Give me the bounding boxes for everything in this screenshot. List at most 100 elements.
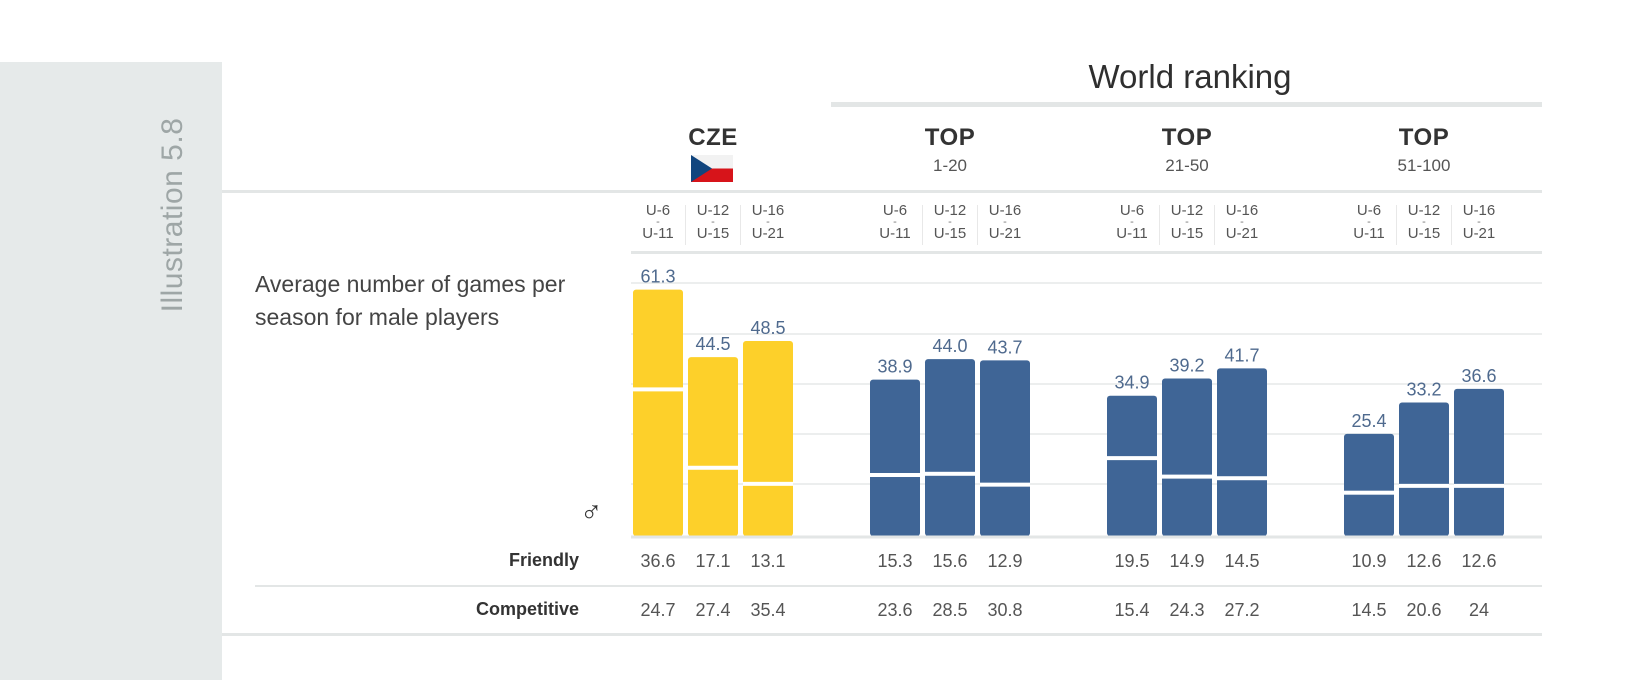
age-separator [1396, 205, 1397, 245]
table-cell-competitive: 28.5 [932, 600, 968, 620]
group-header-top-51-100: TOP 51-100 [1334, 124, 1514, 176]
male-icon: ♂ [580, 496, 603, 529]
bar-total [1107, 395, 1157, 536]
age-separator [740, 205, 741, 245]
age-bottom: U-15 [1170, 225, 1204, 242]
age-category-label: U-16- U-21 [978, 203, 1032, 242]
bar-segment-divider [688, 465, 738, 470]
bar-total [688, 357, 738, 536]
bar-segment-divider [1344, 490, 1394, 495]
group-subtitle: 51-100 [1397, 156, 1451, 175]
age-separator [1451, 205, 1452, 245]
age-bottom: U-21 [1225, 225, 1259, 242]
bar-total-label: 39.2 [1169, 355, 1204, 375]
table-cell-friendly: 12.6 [1406, 551, 1442, 571]
age-top: U-6 [645, 202, 671, 219]
bar-total-label: 61.3 [640, 267, 675, 287]
group-subtitle: 1-20 [932, 156, 968, 175]
bar-segment-divider [980, 482, 1030, 487]
bar-segment-divider [1399, 483, 1449, 488]
table-cell-friendly: 12.9 [987, 551, 1023, 571]
group-header-cze: CZE [623, 124, 803, 152]
age-divider [631, 251, 1542, 254]
age-separator [1159, 205, 1160, 245]
bar-segment-divider [870, 473, 920, 478]
group-header-top-21-50: TOP 21-50 [1097, 124, 1277, 176]
y-axis-label: Average number of games per season for m… [255, 271, 566, 330]
age-top: U-12 [1407, 202, 1441, 219]
table-cell-friendly: 10.9 [1351, 551, 1387, 571]
table-cell-friendly: 14.9 [1169, 551, 1205, 571]
bar-total [925, 359, 975, 536]
bar-total-label: 44.0 [932, 336, 967, 356]
table-cell-friendly: 36.6 [640, 551, 676, 571]
bar-total-label: 43.7 [987, 337, 1022, 357]
age-category-label: U-12- U-15 [1397, 203, 1451, 242]
table-cell-friendly: 13.1 [750, 551, 786, 571]
group-title: CZE [688, 124, 738, 151]
age-bottom: U-21 [988, 225, 1022, 242]
header-divider [222, 190, 1542, 193]
age-bottom: U-11 [642, 225, 674, 242]
table-cell-friendly: 14.5 [1224, 551, 1260, 571]
bar-total [870, 379, 920, 536]
age-dash: - [948, 216, 952, 228]
bar-total-label: 33.2 [1406, 380, 1441, 400]
bar-total-label: 48.5 [750, 318, 785, 338]
age-bottom: U-15 [696, 225, 730, 242]
age-dash: - [1367, 216, 1371, 228]
group-title: TOP [1161, 124, 1213, 151]
group-title: TOP [924, 124, 976, 151]
bar-total-label: 41.7 [1224, 345, 1259, 365]
table-cell-competitive: 24 [1468, 600, 1490, 620]
age-dash: - [656, 216, 660, 228]
age-category-label: U-12- U-15 [686, 203, 740, 242]
side-panel [0, 62, 222, 680]
age-dash: - [711, 216, 715, 228]
age-top: U-12 [696, 202, 730, 219]
age-dash: - [1477, 216, 1481, 228]
age-top: U-6 [882, 202, 908, 219]
row-label-competitive: Competitive [475, 599, 579, 619]
age-bottom: U-21 [751, 225, 785, 242]
table-cell-competitive: 15.4 [1114, 600, 1150, 620]
age-top: U-12 [933, 202, 967, 219]
age-dash: - [1185, 216, 1189, 228]
age-category-label: U-12- U-15 [1160, 203, 1214, 242]
bar-segment-divider [743, 481, 793, 486]
age-top: U-6 [1119, 202, 1145, 219]
age-bottom: U-15 [1407, 225, 1441, 242]
bar-total [1454, 388, 1504, 536]
table-row-divider [255, 585, 1542, 587]
bar-total [1162, 378, 1212, 536]
group-header-top-1-20: TOP 1-20 [860, 124, 1040, 176]
bar-total [1344, 433, 1394, 536]
age-separator [685, 205, 686, 245]
table-cell-competitive: 24.3 [1169, 600, 1205, 620]
bar-segment-divider [1107, 456, 1157, 461]
bar-total-label: 44.5 [695, 334, 730, 354]
bar-total-label: 25.4 [1351, 411, 1386, 431]
age-separator [1214, 205, 1215, 245]
bar-total [980, 360, 1030, 536]
row-label-friendly: Friendly [508, 550, 579, 570]
age-category-label: U-16- U-21 [741, 203, 795, 242]
bar-segment-divider [925, 471, 975, 476]
czech-flag-icon [691, 155, 733, 182]
age-category-label: U-16- U-21 [1215, 203, 1269, 242]
table-cell-friendly: 17.1 [695, 551, 731, 571]
age-category-label: U-16- U-21 [1452, 203, 1506, 242]
age-separator [977, 205, 978, 245]
age-top: U-16 [1462, 202, 1496, 219]
age-category-label: U-6- U-11 [1342, 203, 1396, 242]
table-cell-competitive: 20.6 [1406, 600, 1442, 620]
table-cell-competitive: 24.7 [640, 600, 676, 620]
age-dash: - [766, 216, 770, 228]
age-top: U-6 [1356, 202, 1382, 219]
bar-total-label: 38.9 [877, 357, 912, 377]
bar-total [1217, 368, 1267, 536]
age-bottom: U-11 [1353, 225, 1385, 242]
table-cell-competitive: 23.6 [877, 600, 913, 620]
age-bottom: U-11 [1116, 225, 1148, 242]
